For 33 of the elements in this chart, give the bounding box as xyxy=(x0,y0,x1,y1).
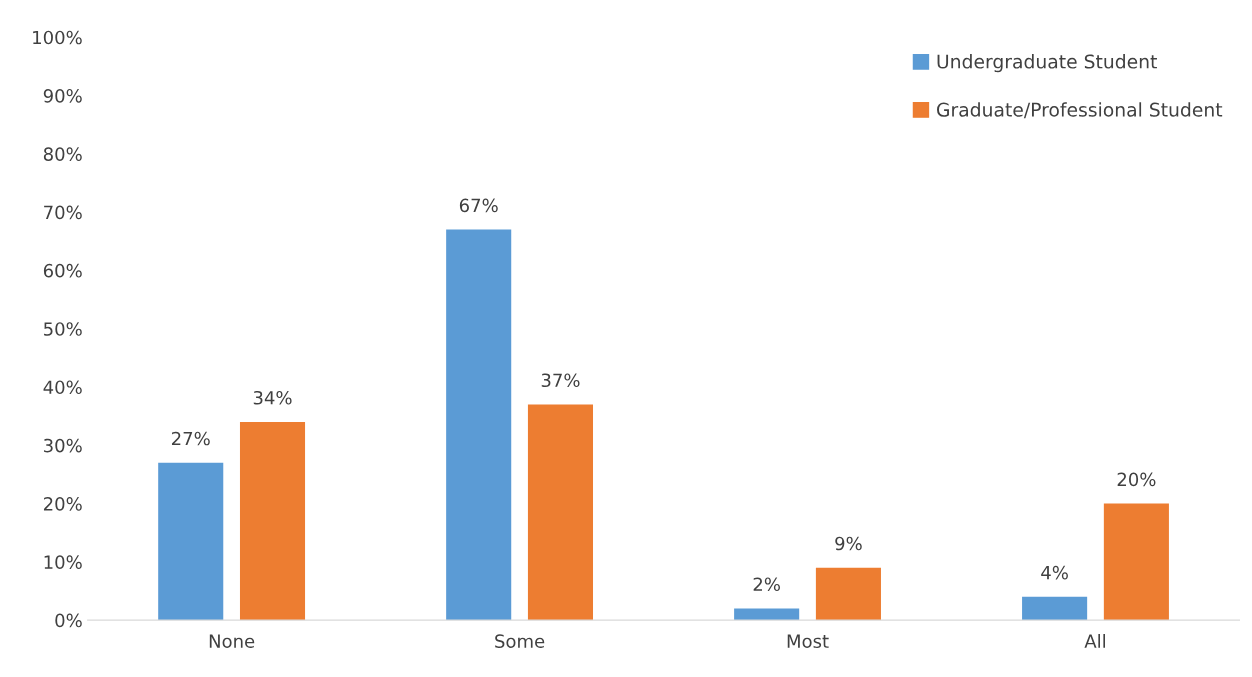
y-tick-label: 80% xyxy=(43,147,82,161)
y-tick-label: 0% xyxy=(55,613,82,628)
legend-label: Graduate/Professional Student xyxy=(937,102,1223,119)
data-label: 20% xyxy=(1117,472,1156,487)
y-tick-label: 50% xyxy=(44,322,82,336)
bar xyxy=(527,404,594,621)
data-label: 67% xyxy=(459,198,498,213)
y-tick-label: 40% xyxy=(43,380,82,395)
data-label: 37% xyxy=(541,373,580,388)
y-tick-label: 10% xyxy=(44,555,82,569)
bar xyxy=(158,462,224,621)
x-tick-label: Most xyxy=(787,634,829,648)
x-tick-label: None xyxy=(209,634,255,648)
legend-label: Undergraduate Student xyxy=(937,54,1157,73)
bar xyxy=(1022,596,1088,621)
bar xyxy=(446,229,512,621)
y-tick-label: 70% xyxy=(44,205,82,220)
data-label: 9% xyxy=(835,536,862,551)
y-tick-label: 100% xyxy=(33,30,82,45)
x-tick-label: All xyxy=(1084,634,1105,648)
data-label: 4% xyxy=(1041,565,1068,580)
bar xyxy=(734,608,800,621)
y-tick-label: 20% xyxy=(43,497,82,511)
data-label: 34% xyxy=(253,390,292,405)
data-label: 2% xyxy=(753,577,780,592)
bar xyxy=(1103,503,1169,621)
bar xyxy=(815,567,881,621)
y-tick-label: 30% xyxy=(44,438,82,453)
bar xyxy=(239,421,306,621)
data-label: 27% xyxy=(171,431,210,446)
y-tick-label: 90% xyxy=(43,88,82,103)
y-tick-label: 60% xyxy=(43,263,82,278)
x-tick-label: Some xyxy=(495,634,545,648)
